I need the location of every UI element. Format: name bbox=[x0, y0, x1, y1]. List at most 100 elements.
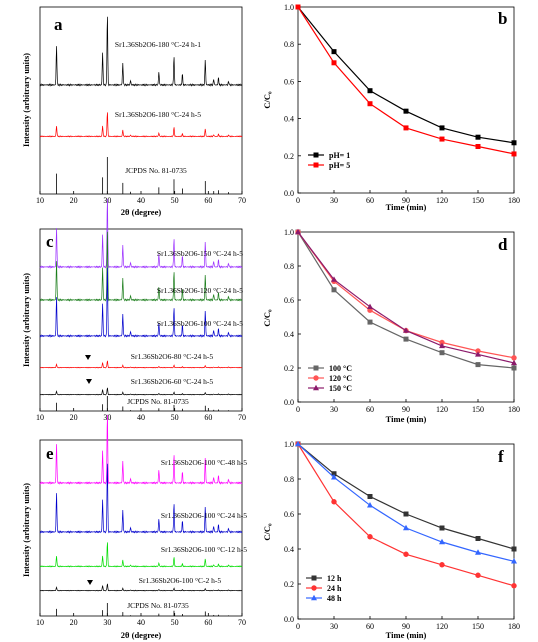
y-tick-label: 0.2 bbox=[284, 580, 294, 589]
data-point bbox=[439, 350, 445, 356]
trace-label-e-2: Sr1.36Sb2O6-100 °C-12 h-5 bbox=[161, 545, 247, 554]
panel-c-letter: c bbox=[46, 232, 54, 251]
y-tick-label: 0.8 bbox=[284, 40, 294, 49]
x-tick-label: 180 bbox=[508, 622, 520, 631]
x-tick-label: 50 bbox=[171, 196, 179, 205]
legend-label: 120 °C bbox=[329, 374, 352, 383]
data-point bbox=[367, 101, 373, 107]
data-point bbox=[511, 558, 517, 564]
data-point bbox=[295, 4, 301, 10]
reference-label-c: JCPDS No. 81-0735 bbox=[127, 397, 189, 406]
trace-label-c-0: Sr1.36Sb2O6-150 °C-24 h-5 bbox=[157, 249, 243, 258]
xticks-a: 10 20 30 40 50 60 70 bbox=[36, 191, 246, 205]
marker-triangle-e bbox=[87, 580, 93, 585]
reference-sticks-e bbox=[56, 603, 229, 616]
x-tick-label: 120 bbox=[436, 405, 448, 414]
trace-e-2 bbox=[39, 542, 243, 568]
data-point bbox=[295, 440, 301, 447]
data-point bbox=[331, 60, 337, 66]
panel-e-letter: e bbox=[46, 444, 54, 463]
data-point bbox=[403, 108, 409, 114]
x-tick-label: 30 bbox=[330, 196, 338, 205]
x-tick-label: 20 bbox=[70, 618, 78, 627]
x-tick-label: 90 bbox=[402, 196, 410, 205]
panel-a: a Sr1.36Sb2O6-180 °C-24 h-1 Sr1.36Sb2O6-… bbox=[21, 6, 246, 217]
trace-label-c-2: Sr1.36Sb2O6-100 °C-24 h-5 bbox=[157, 319, 243, 328]
legend-label: pH= 1 bbox=[329, 151, 350, 160]
data-point bbox=[511, 583, 517, 589]
data-point bbox=[439, 125, 445, 131]
series-line bbox=[297, 443, 515, 562]
x-tick-label: 10 bbox=[36, 413, 44, 422]
x-tick-label: 120 bbox=[436, 196, 448, 205]
y-tick-label: 1.0 bbox=[284, 228, 294, 237]
ylabel-d: C/C₀ bbox=[262, 309, 272, 327]
y-tick-label: 0.4 bbox=[284, 545, 294, 554]
x-tick-label: 60 bbox=[204, 618, 212, 627]
y-tick-label: 0.4 bbox=[284, 115, 294, 124]
data-point bbox=[403, 524, 409, 531]
legend-marker bbox=[311, 594, 317, 601]
data-point bbox=[439, 342, 445, 349]
x-tick-label: 0 bbox=[296, 622, 300, 631]
trace-c-1 bbox=[39, 231, 243, 302]
data-point bbox=[403, 327, 409, 333]
legend-marker bbox=[311, 585, 317, 591]
series-line bbox=[297, 6, 515, 155]
reference-sticks-a bbox=[56, 157, 229, 194]
data-point bbox=[439, 339, 445, 346]
reference-label-a: JCPDS No. 81-0735 bbox=[125, 166, 187, 175]
xlabel-e: 2θ (degree) bbox=[121, 630, 162, 640]
trace-c-3 bbox=[39, 360, 243, 369]
x-tick-label: 50 bbox=[171, 413, 179, 422]
x-tick-label: 90 bbox=[402, 622, 410, 631]
data-point bbox=[367, 502, 373, 508]
data-point bbox=[439, 538, 445, 545]
legend-label: 48 h bbox=[327, 594, 342, 603]
trace-label-c-4: Sr1.36Sb2O6-60 °C-24 h-5 bbox=[131, 377, 214, 386]
panel-f-letter: f bbox=[498, 447, 504, 466]
x-tick-label: 50 bbox=[171, 618, 179, 627]
data-point bbox=[367, 534, 373, 540]
y-tick-label: 0.6 bbox=[284, 296, 294, 305]
y-tick-label: 0.8 bbox=[284, 475, 294, 484]
series-line bbox=[297, 6, 515, 144]
data-point bbox=[439, 562, 445, 568]
y-tick-label: 0.2 bbox=[284, 152, 294, 161]
x-tick-label: 40 bbox=[137, 413, 145, 422]
y-tick-label: 1.0 bbox=[284, 3, 294, 12]
trace-a-1 bbox=[39, 112, 243, 138]
x-tick-label: 60 bbox=[204, 196, 212, 205]
trace-c-2 bbox=[39, 267, 243, 338]
x-tick-label: 70 bbox=[238, 196, 246, 205]
legend-label: 150 °C bbox=[329, 384, 352, 393]
x-tick-label: 180 bbox=[508, 405, 520, 414]
x-tick-label: 180 bbox=[508, 196, 520, 205]
data-point bbox=[331, 276, 337, 282]
data-point bbox=[295, 228, 301, 235]
data-point bbox=[511, 359, 517, 366]
xticks-e: 10 20 30 40 50 60 70 bbox=[36, 613, 246, 627]
legend-label: 24 h bbox=[327, 584, 342, 593]
legend-marker bbox=[313, 375, 319, 381]
x-tick-label: 40 bbox=[137, 618, 145, 627]
data-point bbox=[403, 551, 409, 557]
x-tick-label: 20 bbox=[70, 196, 78, 205]
trace-label-c-3: Sr1.36Sb2O6-80 °C-24 h-5 bbox=[131, 352, 214, 361]
x-tick-label: 70 bbox=[238, 618, 246, 627]
legend-marker bbox=[311, 575, 317, 581]
x-tick-label: 120 bbox=[436, 622, 448, 631]
trace-label-a-1: Sr1.36Sb2O6-180 °C-24 h-5 bbox=[115, 110, 201, 119]
y-tick-label: 0.0 bbox=[284, 398, 294, 407]
panel-c: c Sr1.36Sb2O6-150 °C-24 h-5 Sr1.36Sb2O6-… bbox=[21, 198, 246, 422]
data-point bbox=[475, 549, 481, 555]
data-point bbox=[475, 572, 481, 578]
data-point bbox=[439, 136, 445, 142]
x-tick-label: 150 bbox=[472, 405, 484, 414]
data-point bbox=[367, 494, 373, 499]
ylabel-f: C/C₀ bbox=[262, 523, 272, 541]
x-tick-label: 10 bbox=[36, 618, 44, 627]
data-point bbox=[511, 355, 517, 361]
data-point bbox=[475, 536, 481, 541]
